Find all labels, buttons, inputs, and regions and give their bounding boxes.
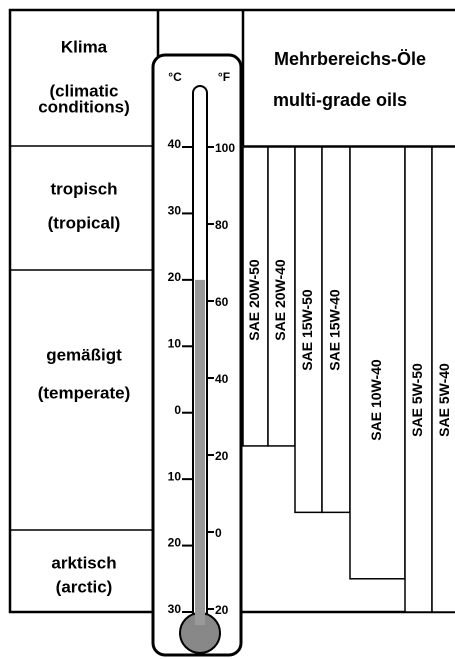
mercury (195, 279, 205, 625)
c-tick-label: 10 (168, 336, 182, 350)
f-tick-label: 20 (215, 449, 229, 463)
oil-name: SAE 20W-50 (246, 259, 262, 341)
oil-name: SAE 5W-40 (436, 363, 452, 437)
oil-name: SAE 15W-50 (299, 289, 315, 371)
oil-range (349, 146, 406, 580)
f-tick-label: 100 (215, 141, 235, 155)
climate-header: conditions) (38, 97, 130, 116)
zone-label: gemäßigt (46, 345, 122, 364)
oil-name: SAE 5W-50 (409, 363, 425, 437)
f-tick-label: 40 (215, 372, 229, 386)
oil-header: multi-grade oils (273, 90, 407, 110)
f-tick-label: 20 (215, 603, 229, 617)
oil-range (431, 146, 455, 613)
c-tick-label: 0 (174, 403, 181, 417)
zone-label: (arctic) (56, 577, 113, 596)
oil-name: SAE 15W-40 (327, 289, 343, 371)
f-tick-label: 0 (215, 526, 222, 540)
c-tick-label: 10 (168, 469, 182, 483)
c-tick-label: 20 (168, 536, 182, 550)
f-tick-label: 80 (215, 218, 229, 232)
c-tick-label: 20 (168, 270, 182, 284)
zone-label: (tropical) (48, 213, 121, 232)
unit-c: °C (168, 70, 182, 84)
climate-header: Klima (61, 37, 108, 56)
unit-f: °F (218, 70, 230, 84)
oil-header: Mehrbereichs-Öle (274, 49, 426, 69)
zone-label: tropisch (50, 179, 117, 198)
f-tick-label: 60 (215, 295, 229, 309)
zone-label: (temperate) (38, 383, 131, 402)
c-tick-label: 30 (168, 204, 182, 218)
oil-range (242, 146, 269, 447)
oil-range (321, 146, 351, 514)
c-tick-label: 40 (168, 137, 182, 151)
c-tick-label: 30 (168, 602, 182, 616)
oil-range (267, 146, 296, 447)
oil-name: SAE 10W-40 (368, 359, 384, 441)
oil-range (404, 146, 433, 613)
zone-label: arktisch (51, 553, 116, 572)
oil-name: SAE 20W-40 (272, 259, 288, 341)
climate-header: (climatic (50, 81, 119, 100)
